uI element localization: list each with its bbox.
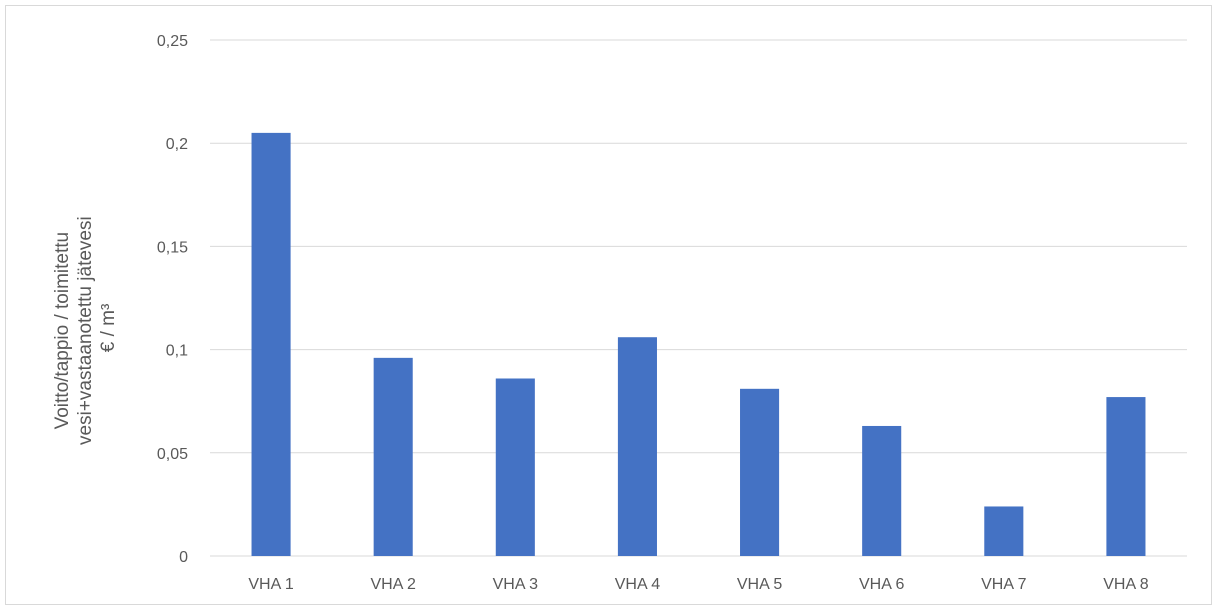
bar: [251, 132, 291, 556]
x-tick-label: VHA 7: [981, 576, 1026, 593]
chart-frame: [5, 5, 1212, 605]
y-tick-labels: 0 0,05 0,1 0,15 0,2 0,25: [157, 33, 188, 566]
bar: [495, 378, 535, 556]
x-tick-label: VHA 6: [859, 576, 904, 593]
y-tick-label: 0,05: [157, 446, 188, 463]
x-tick-label: VHA 4: [615, 576, 660, 593]
bar: [373, 357, 413, 556]
y-axis-title-line-3: € / m³: [98, 304, 119, 353]
bar: [1106, 397, 1146, 556]
x-tick-label: VHA 1: [248, 576, 293, 593]
y-tick-label: 0: [179, 549, 188, 566]
y-tick-label: 0,1: [166, 343, 188, 360]
x-tick-label: VHA 8: [1103, 576, 1148, 593]
x-tick-label: VHA 2: [371, 576, 416, 593]
bar: [862, 425, 902, 556]
x-tick-labels: VHA 1 VHA 2 VHA 3 VHA 4 VHA 5 VHA 6 VHA 7 VHA 8: [248, 576, 1148, 593]
bar: [984, 506, 1024, 556]
bar: [740, 388, 780, 556]
y-tick-label: 0,15: [157, 239, 188, 256]
y-axis-title: Voitto/tappio / toimitettu vesi+vastaano…: [52, 211, 119, 445]
y-tick-label: 0,2: [166, 136, 188, 153]
gridlines: [210, 39, 1187, 557]
y-axis-title-line-1: Voitto/tappio / toimitettu: [52, 232, 73, 430]
bar: [617, 337, 657, 556]
y-axis-title-line-2: vesi+vastaanotettu jätevesi: [75, 216, 96, 445]
x-tick-label: VHA 5: [737, 576, 782, 593]
y-tick-label: 0,25: [157, 33, 188, 50]
x-tick-label: VHA 3: [493, 576, 538, 593]
bars: [251, 132, 1146, 556]
